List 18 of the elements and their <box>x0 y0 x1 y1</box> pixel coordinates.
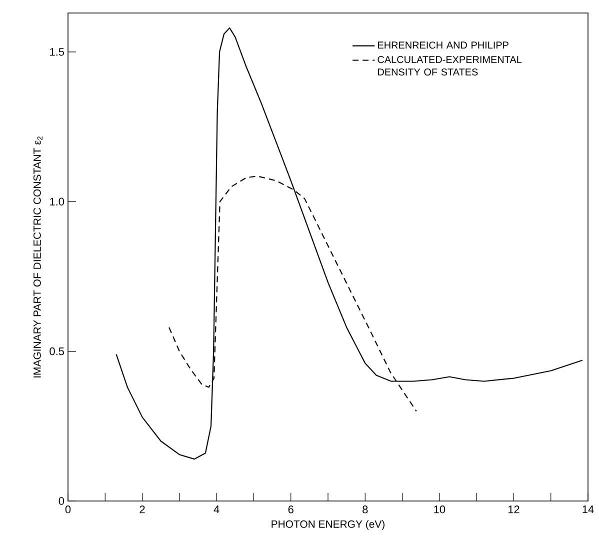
x-tick-label: 2 <box>140 506 145 514</box>
x-tick-label: 0 <box>65 506 71 514</box>
x-axis-title: PHOTON ENERGY (eV) <box>272 520 384 530</box>
x-tick-label: 4 <box>214 506 220 514</box>
y-axis-title: IMAGINARY PART OF DIELECTRIC CONSTANT ε$_{2}$ <box>33 136 42 378</box>
x-tick-label: 6 <box>288 506 294 514</box>
legend-label: EHRENREICH AND PHILIPP <box>378 42 508 49</box>
y-tick-label: 1.5 <box>50 48 64 56</box>
legend-label: CALCULATED-EXPERIMENTAL DENSITY OF STATES <box>378 56 522 76</box>
x-tick-label: 8 <box>362 506 368 514</box>
y-tick-label: 0.5 <box>50 347 64 356</box>
line-series <box>168 176 417 412</box>
y-tick-label: 0 <box>58 497 64 505</box>
x-tick-label: 14 <box>582 506 594 514</box>
x-tick-label: 12 <box>508 506 520 514</box>
line-series <box>116 27 583 460</box>
x-tick-label: 10 <box>434 506 446 514</box>
y-tick-label: 1.0 <box>50 198 64 206</box>
